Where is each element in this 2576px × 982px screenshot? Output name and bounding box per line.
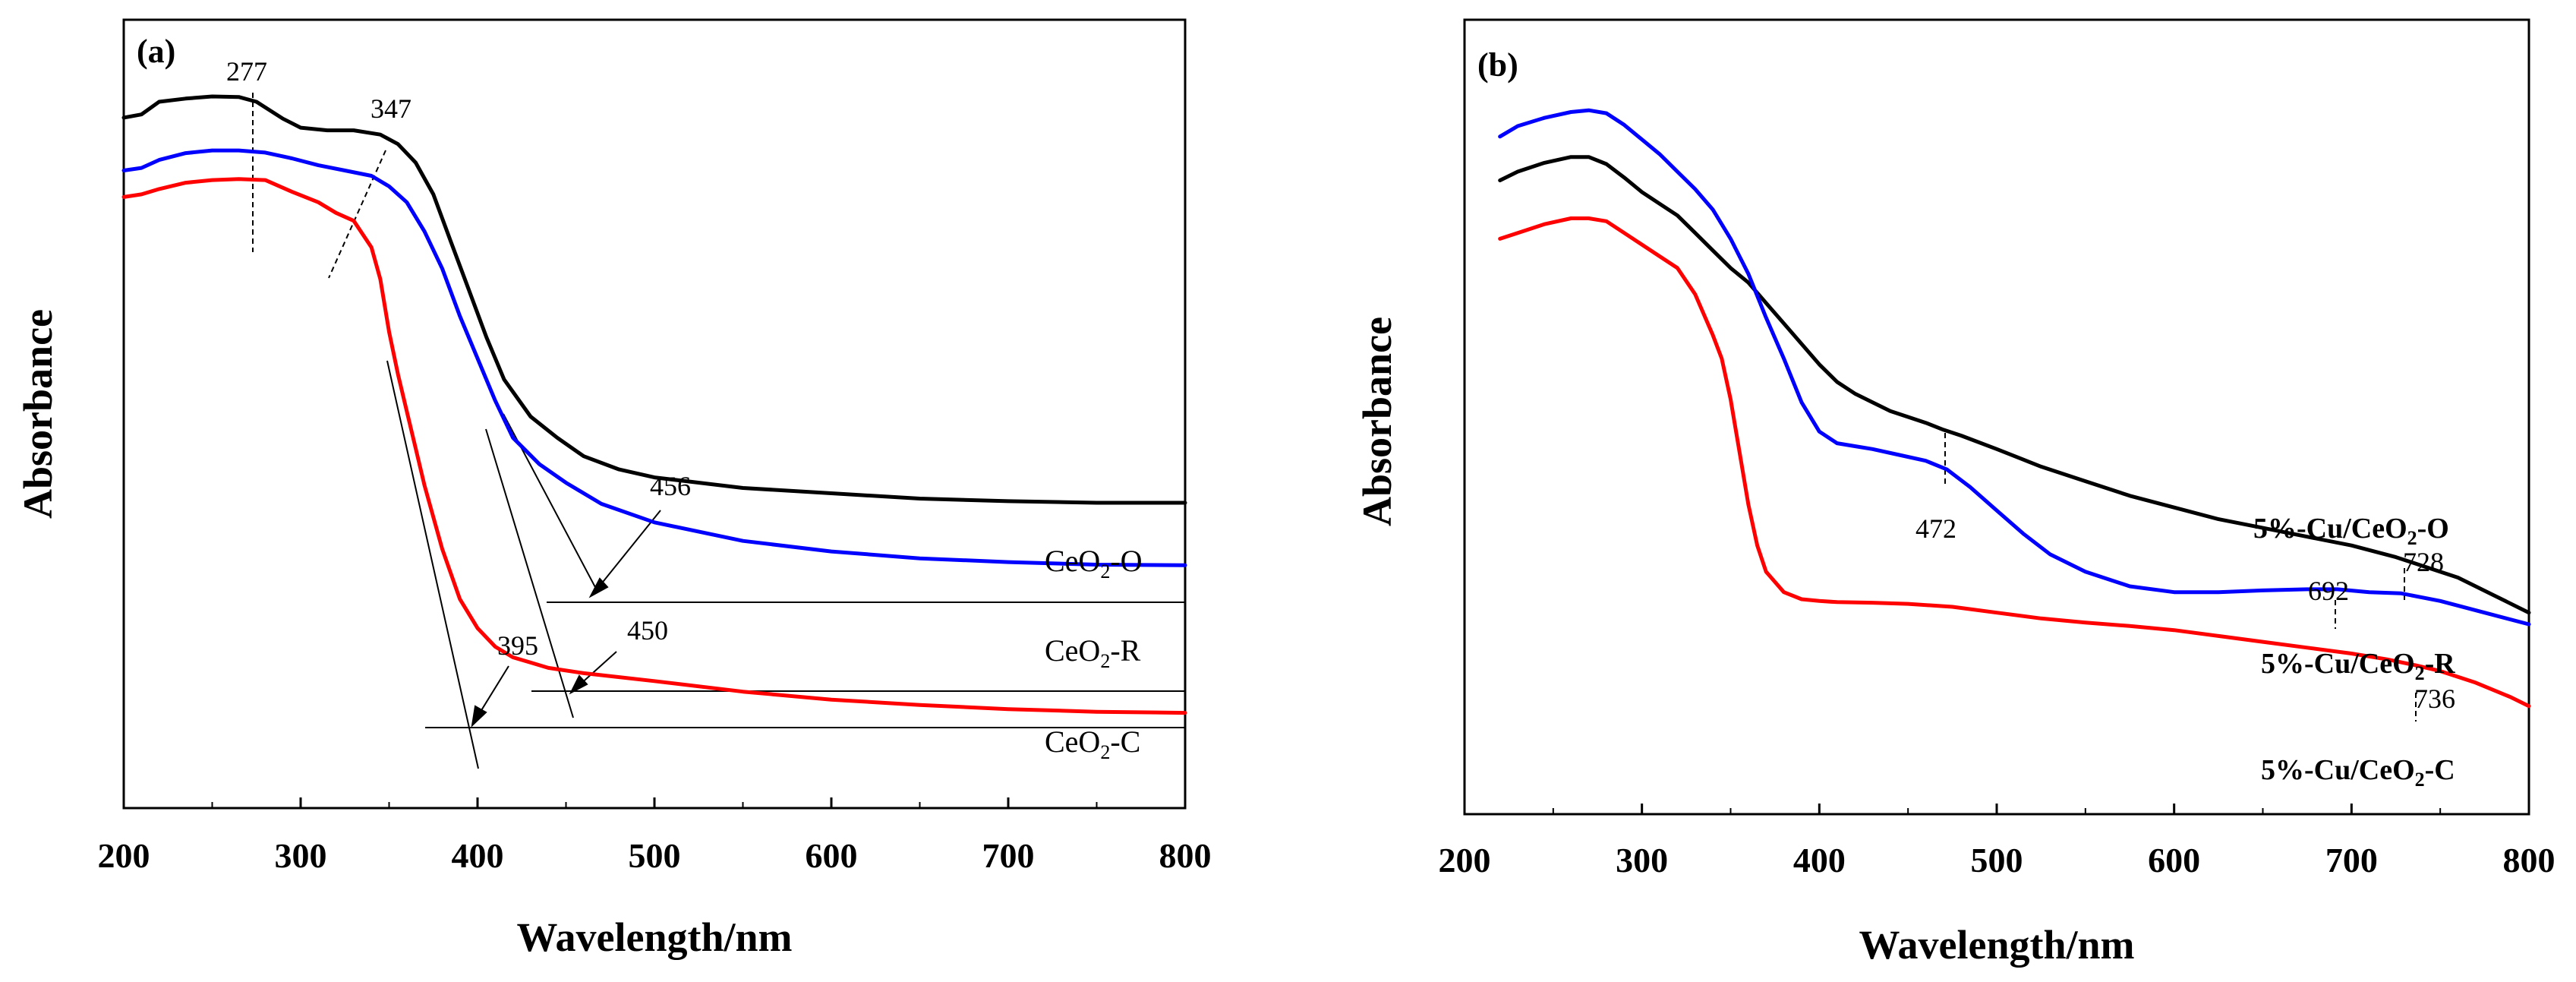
panel-a: (a) Absorbance Wavelength/nm 200 300 400 50… xyxy=(15,18,1212,960)
guide-347-dashed xyxy=(328,150,386,279)
arrow-450 xyxy=(578,651,617,687)
x-tick-label: 400 xyxy=(452,836,504,875)
panel-b-curves xyxy=(1498,108,2531,709)
ann-692: 692 xyxy=(2308,576,2349,606)
panel-b-xlabel: Wavelength/nm xyxy=(1859,922,2134,968)
x-tick-label: 300 xyxy=(275,836,327,875)
arrowhead-395 xyxy=(471,705,487,728)
ann-450: 450 xyxy=(627,615,668,646)
x-tick-label: 600 xyxy=(2148,841,2200,879)
label-ceo2-o: CeO2-O xyxy=(1045,544,1143,583)
label-cu-ceo2-o: 5%-Cu/CeO2-O xyxy=(2253,513,2449,549)
ann-728: 728 xyxy=(2403,547,2444,577)
label-cu-ceo2-c: 5%-Cu/CeO2-C xyxy=(2261,754,2455,791)
x-tick-label: 800 xyxy=(2503,841,2556,879)
panel-a-label: (a) xyxy=(137,33,175,70)
panel-a-curves xyxy=(121,94,1187,715)
ann-347: 347 xyxy=(370,93,411,124)
tangent-r xyxy=(485,428,574,718)
x-tick-label: 500 xyxy=(629,836,681,875)
panel-b: (b) Absorbance Wavelength/nm 200 300 400 50… xyxy=(1354,18,2556,968)
ann-472: 472 xyxy=(1915,513,1956,544)
x-tick-label: 400 xyxy=(1793,841,1846,879)
panel-a-ylabel: Absorbance xyxy=(15,309,61,519)
arrow-395 xyxy=(476,665,509,718)
label-cu-ceo2-r: 5%-Cu/CeO2-R xyxy=(2261,648,2455,684)
ann-277: 277 xyxy=(226,56,267,87)
x-tick-label: 700 xyxy=(982,836,1035,875)
series-line-ceo2-c xyxy=(121,177,1187,715)
arrow-456 xyxy=(597,510,661,589)
x-tick-label: 800 xyxy=(1159,836,1212,875)
panel-b-label: (b) xyxy=(1477,46,1518,84)
panel-b-ylabel: Absorbance xyxy=(1354,317,1400,526)
x-tick-label: 200 xyxy=(98,836,150,875)
series-line-ceo2-r xyxy=(121,148,1187,567)
arrowhead-456 xyxy=(588,577,609,598)
series-line-5-cu-ceo2-c xyxy=(1498,216,2531,709)
panel-a-xlabel: Wavelength/nm xyxy=(516,914,792,960)
series-line-ceo2-o xyxy=(121,94,1187,505)
tangent-c xyxy=(386,360,479,769)
label-ceo2-r: CeO2-R xyxy=(1045,633,1141,672)
x-tick-label: 700 xyxy=(2325,841,2378,879)
panel-a-frame xyxy=(122,18,1187,810)
panel-b-frame xyxy=(1463,18,2530,816)
ann-736: 736 xyxy=(2414,684,2455,714)
series-line-5-cu-ceo2-r xyxy=(1498,108,2531,627)
ann-395: 395 xyxy=(497,630,538,661)
label-ceo2-c: CeO2-C xyxy=(1045,725,1140,763)
x-tick-label: 600 xyxy=(806,836,858,875)
series-line-5-cu-ceo2-o xyxy=(1498,155,2531,615)
panel-b-guides xyxy=(1944,433,2417,722)
ann-456: 456 xyxy=(650,471,691,501)
x-tick-label: 200 xyxy=(1439,841,1491,879)
x-tick-label: 500 xyxy=(1971,841,2023,879)
arrowhead-450 xyxy=(569,674,588,695)
x-tick-label: 300 xyxy=(1616,841,1668,879)
panel-b-x-ticks: 200 300 400 500 600 700 800 xyxy=(1439,804,2556,879)
panel-a-x-ticks: 200 300 400 500 600 700 800 xyxy=(98,797,1212,875)
